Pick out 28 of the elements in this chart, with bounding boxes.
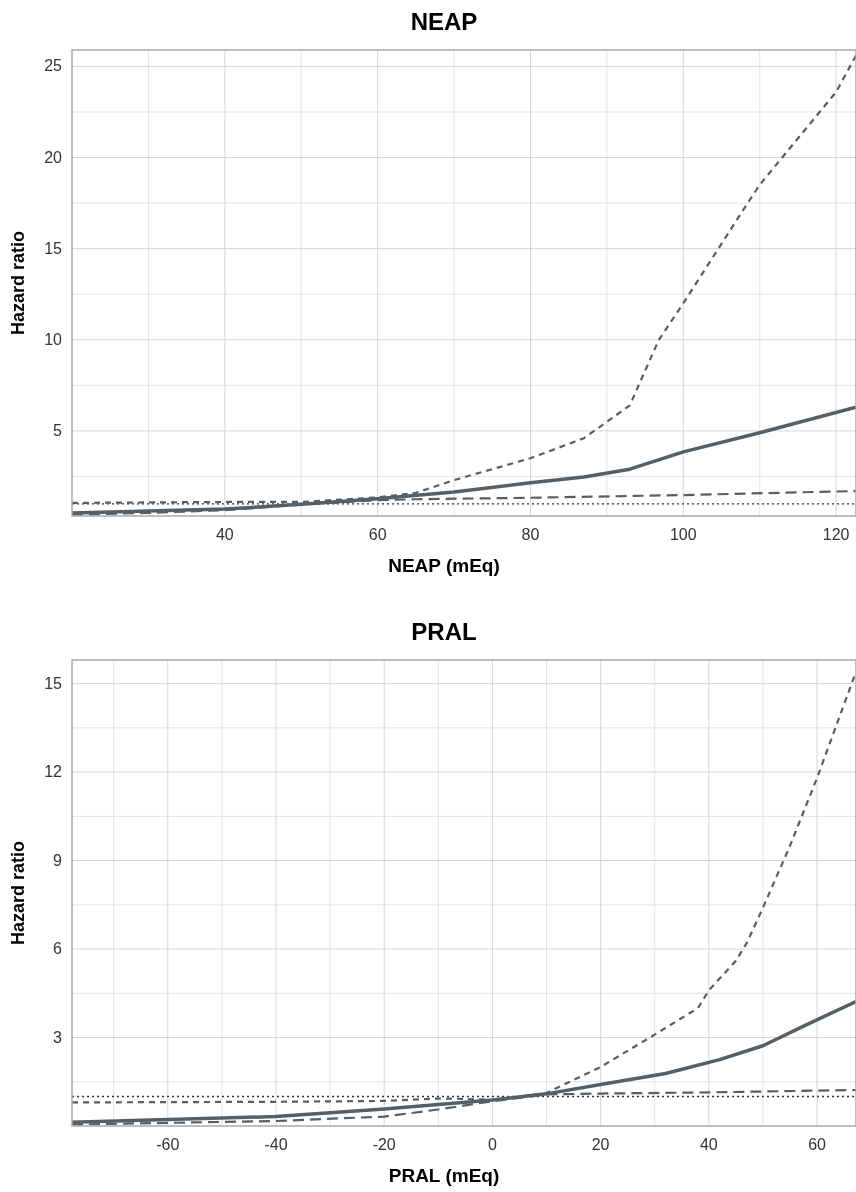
chart-title: PRAL	[411, 618, 477, 645]
x-axis-title: PRAL (mEq)	[388, 1165, 500, 1186]
x-tick-label: 20	[591, 1136, 610, 1153]
y-tick-label: 9	[53, 851, 63, 869]
x-tick-label: 120	[822, 526, 850, 543]
x-tick-label: -20	[372, 1136, 396, 1153]
x-tick-label: 0	[487, 1136, 497, 1153]
chart-title: NEAP	[410, 8, 478, 35]
y-tick-label: 6	[53, 940, 63, 958]
y-tick-label: 20	[44, 148, 63, 166]
x-tick-label: -60	[156, 1136, 180, 1153]
y-tick-label: 3	[53, 1028, 63, 1046]
y-axis-title: Hazard ratio	[8, 840, 28, 946]
y-tick-label: 25	[44, 57, 63, 75]
y-axis-title: Hazard ratio	[8, 230, 28, 336]
y-tick-label: 12	[44, 763, 63, 781]
x-tick-label: 60	[368, 526, 387, 543]
x-axis-title: NEAP (mEq)	[388, 555, 500, 576]
y-tick-label: 10	[44, 330, 63, 348]
x-tick-label: 40	[215, 526, 234, 543]
x-tick-label: 60	[808, 1136, 827, 1153]
x-tick-label: 40	[699, 1136, 718, 1153]
y-tick-label: 15	[44, 674, 63, 692]
y-tick-label: 5	[53, 421, 63, 439]
y-tick-label: 15	[44, 239, 63, 257]
x-tick-label: 80	[521, 526, 540, 543]
x-tick-label: -40	[264, 1136, 288, 1153]
x-tick-label: 100	[669, 526, 697, 543]
